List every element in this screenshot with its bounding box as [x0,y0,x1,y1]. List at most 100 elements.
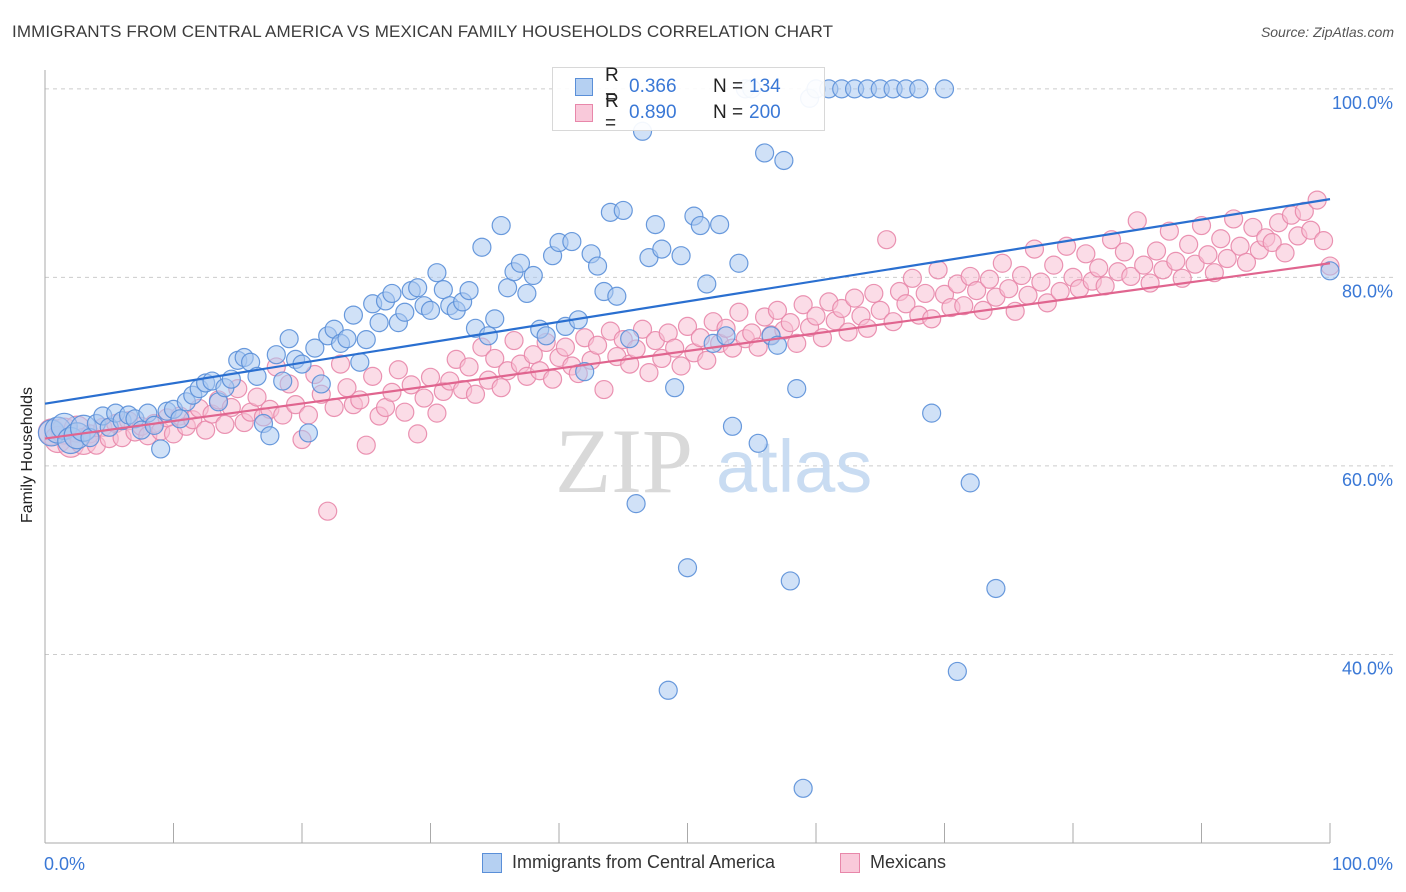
mexicans-point [864,283,884,304]
legend-item-mexicans[interactable]: Mexicans [840,852,946,873]
central-america-point [273,371,293,391]
mexicans-point [1301,220,1321,240]
y-tick-label: 80.0% [1342,281,1393,301]
mexicans-point [1313,231,1334,251]
mexicans-point [1179,234,1199,254]
central-america-point [408,278,428,298]
y-tick-label: 100.0% [1332,93,1393,113]
legend-r-label: R = [605,91,619,134]
mexicans-point [697,350,717,370]
legend-n-label: N = [713,102,744,123]
central-america-point [652,239,672,259]
central-america-point [350,352,370,372]
central-america-point [767,335,788,355]
tick-labels: 40.0% 60.0% 80.0% 100.0% 0.0% 100.0% [44,93,1393,874]
mexicans-point [408,424,428,444]
central-america-point [613,200,633,221]
mexicans-point [356,435,376,455]
central-america-point [690,215,710,236]
central-america-point [947,661,967,682]
central-america-point [780,571,800,591]
mexicans-point [1146,241,1167,261]
mexicans-point [1031,272,1051,292]
legend-swatch-pink [575,104,593,122]
mexicans-point [1076,244,1096,264]
mexicans-point [587,335,608,355]
central-america-point [382,283,402,304]
mexicans-point [350,390,370,410]
mexicans-point [1217,248,1237,269]
mexicans-point [1134,255,1154,275]
axes [44,70,1331,844]
mexicans-point [420,367,441,387]
mexicans-point [247,387,267,407]
central-america-point [472,237,492,257]
central-america-point [960,473,980,493]
watermark: ZIP atlas [555,410,872,512]
central-america-point [369,313,389,333]
central-america-point [491,215,511,236]
legend-row-blue: R = 0.366 N = 134 [575,65,781,108]
mexicans-point [1243,217,1263,238]
central-america-point [562,231,582,252]
mexicans-point [542,369,563,389]
legend-label-mexicans: Mexicans [870,852,947,872]
central-america-point [986,578,1006,599]
mexicans-point [677,316,698,337]
mexicans-point [954,296,974,316]
mexicans-point [215,414,235,435]
mexicans-point [1185,254,1205,274]
mexicans-point [1024,239,1045,259]
mexicans-point [388,360,408,380]
central-america-point [536,326,556,346]
central-america-trend-line [44,198,1331,405]
mexicans-point [324,397,344,418]
watermark-atlas: atlas [716,425,872,508]
source-label: Source: ZipAtlas.com [1260,24,1394,40]
central-america-point [1320,261,1340,281]
legend-swatch-blue [575,78,593,96]
central-america-point [575,362,595,382]
central-america-point [922,403,942,423]
mexicans-point [1204,263,1224,283]
central-america-point [587,256,608,276]
mexicans-point [1211,229,1231,249]
mexicans-point [999,279,1019,299]
mexicans-point [639,363,659,383]
central-america-point [716,326,736,346]
mexicans-point [877,230,897,250]
legend-swatch-blue [482,852,502,873]
mexicans-point [196,420,216,440]
central-america-point [607,286,627,306]
mexicans-point [363,366,383,386]
mexicans-point [1044,255,1064,275]
mexicans-point [594,379,614,400]
legend-n-label: N = [713,76,744,97]
central-america-point [356,330,376,350]
central-america-point [427,263,447,283]
legend-r-value-blue: 0.366 [629,76,677,97]
mexicans-point [1159,221,1179,241]
central-america-point [620,329,640,349]
central-america-point [677,558,698,578]
legend-n-value-pink: 200 [749,102,781,123]
central-america-point [645,215,665,235]
mexicans-point [1050,281,1070,302]
mexicans-point [1089,258,1109,278]
central-america-point [793,778,813,798]
legend-r-label: R = [605,65,619,108]
central-america-point [665,378,685,398]
mexicans-point [729,302,749,322]
central-america-point [722,416,743,436]
mexicans-point [838,322,858,342]
legend-label-central-america: Immigrants from Central America [512,852,776,872]
mexicans-point [459,357,479,377]
series-legend: Immigrants from Central America Mexicans [0,852,1406,878]
mexicans-point [1275,243,1295,263]
mexicans-point [844,288,865,308]
legend-item-central-america[interactable]: Immigrants from Central America [482,852,775,873]
mexicans-point [1121,266,1141,287]
watermark-zip: ZIP [555,410,693,512]
mexicans-point [896,294,916,314]
